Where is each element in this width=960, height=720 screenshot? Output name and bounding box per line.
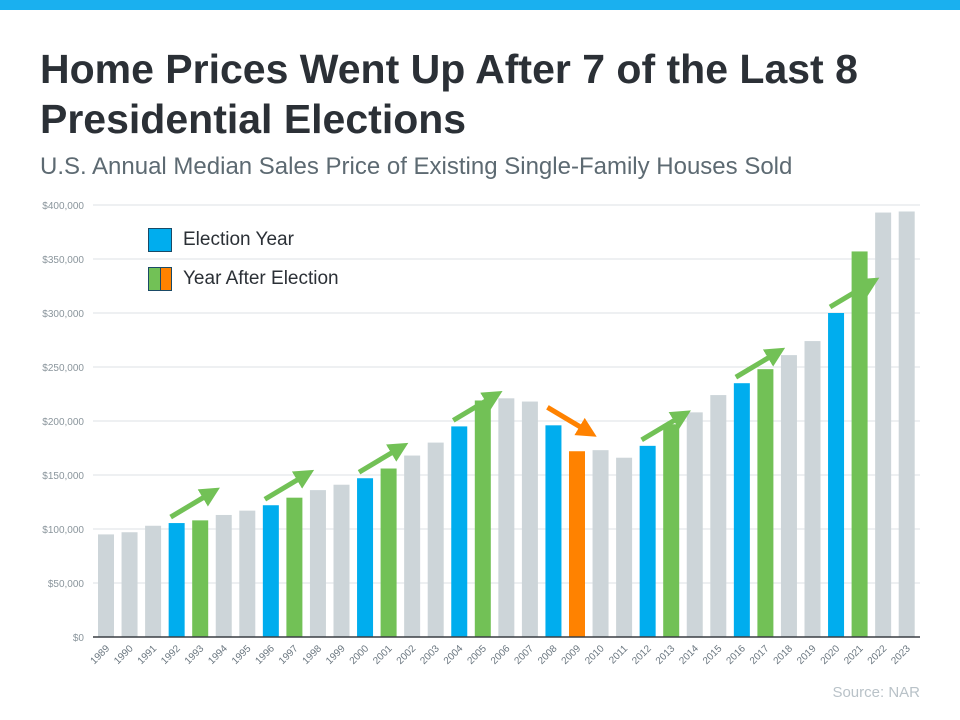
- bar-1994: [215, 514, 232, 637]
- legend-item-year-after-election: Year After Election: [148, 265, 339, 293]
- bar-2007: [521, 401, 538, 637]
- y-tick-label: $350,000: [42, 255, 84, 266]
- x-tick-label: 1991: [136, 643, 160, 667]
- bar-2013: [663, 424, 680, 637]
- x-tick-label: 1999: [324, 643, 348, 667]
- x-tick-label: 1992: [159, 643, 183, 667]
- page-title: Home Prices Went Up After 7 of the Last …: [40, 46, 858, 142]
- bar-2016: [733, 383, 750, 637]
- bar-2004: [451, 426, 468, 637]
- x-tick-label: 2022: [866, 643, 890, 667]
- bar-1991: [145, 525, 162, 637]
- y-tick-label: $0: [73, 633, 85, 644]
- x-tick-label: 2008: [536, 643, 560, 667]
- x-tick-label: 1989: [89, 643, 113, 667]
- legend: Election Year Year After Election: [148, 226, 339, 304]
- bar-2018: [780, 355, 797, 637]
- bar-2014: [686, 412, 703, 637]
- x-tick-label: 2016: [724, 643, 748, 667]
- bar-1990: [121, 532, 138, 637]
- legend-swatch-election: [148, 228, 172, 252]
- x-tick-label: 2019: [795, 643, 819, 667]
- bar-2010: [592, 450, 609, 637]
- x-tick-label: 2017: [748, 643, 772, 667]
- bar-1989: [98, 534, 114, 637]
- legend-label: Year After Election: [183, 268, 339, 289]
- x-tick-label: 2013: [654, 643, 678, 667]
- legend-item-election-year: Election Year: [148, 226, 339, 254]
- x-tick-label: 2005: [465, 643, 489, 667]
- source-note: Source: NAR: [832, 684, 920, 701]
- x-tick-label: 2004: [442, 643, 466, 667]
- x-tick-label: 2010: [583, 643, 607, 667]
- bar-2000: [357, 478, 374, 637]
- x-tick-label: 1997: [277, 643, 301, 667]
- bar-2002: [404, 455, 421, 637]
- x-tick-label: 2021: [842, 643, 866, 667]
- x-tick-label: 2002: [395, 643, 419, 667]
- x-tick-label: 2014: [677, 643, 701, 667]
- bar-1995: [239, 510, 256, 637]
- y-tick-label: $150,000: [42, 471, 84, 482]
- x-tick-label: 2007: [513, 643, 537, 667]
- arrow-up-2020: [828, 277, 880, 310]
- top-accent-bar: [0, 0, 960, 10]
- y-tick-label: $100,000: [42, 525, 84, 536]
- bar-2021: [851, 251, 868, 637]
- bar-2020: [828, 313, 845, 637]
- x-tick-label: 1996: [253, 643, 277, 667]
- x-tick-label: 2003: [418, 643, 442, 667]
- bar-2022: [875, 212, 892, 637]
- arrow-up-1992: [169, 487, 220, 520]
- bar-1997: [286, 497, 303, 637]
- bar-2019: [804, 341, 821, 637]
- bar-1996: [262, 505, 279, 637]
- legend-swatch-after: [148, 267, 172, 291]
- bar-2009: [569, 451, 585, 637]
- bar-2017: [757, 369, 774, 637]
- arrow-down-2008: [546, 405, 597, 437]
- arrow-up-2012: [640, 410, 691, 442]
- x-tick-label: 2011: [607, 643, 630, 666]
- x-tick-label: 2001: [371, 643, 395, 667]
- arrow-up-1996: [263, 469, 315, 502]
- bar-2015: [710, 395, 727, 637]
- arrow-up-2004: [451, 390, 503, 423]
- x-tick-label: 2023: [889, 643, 913, 667]
- bar-2008: [545, 425, 562, 637]
- bar-2012: [639, 445, 656, 637]
- x-tick-label: 1998: [301, 643, 325, 667]
- bar-2005: [474, 400, 491, 637]
- y-tick-label: $250,000: [42, 363, 84, 374]
- x-tick-label: 1993: [183, 643, 207, 667]
- arrow-up-2016: [734, 347, 786, 380]
- x-tick-label: 2020: [819, 643, 843, 667]
- y-tick-label: $400,000: [42, 201, 84, 212]
- x-tick-label: 2015: [701, 643, 725, 667]
- y-tick-label: $200,000: [42, 417, 84, 428]
- bar-2006: [498, 398, 515, 637]
- bar-2011: [616, 457, 633, 637]
- chart-subtitle: U.S. Annual Median Sales Price of Existi…: [40, 153, 793, 180]
- bar-2001: [380, 468, 397, 637]
- x-tick-label: 2006: [489, 643, 513, 667]
- arrow-up-2000: [357, 442, 409, 475]
- bar-1999: [333, 484, 350, 637]
- x-tick-label: 1995: [230, 643, 254, 667]
- y-tick-label: $50,000: [48, 579, 85, 590]
- x-tick-label: 2012: [630, 643, 654, 667]
- bar-2023: [898, 211, 915, 638]
- bar-1993: [192, 520, 209, 637]
- x-tick-label: 2000: [348, 643, 372, 667]
- bar-1998: [309, 490, 326, 637]
- bar-2003: [427, 442, 444, 637]
- legend-label: Election Year: [183, 229, 294, 250]
- x-tick-label: 1994: [206, 643, 230, 667]
- x-tick-label: 1990: [112, 643, 136, 667]
- bar-1992: [168, 523, 185, 637]
- x-tick-label: 2018: [772, 643, 796, 667]
- y-tick-label: $300,000: [42, 309, 84, 320]
- x-tick-label: 2009: [560, 643, 584, 667]
